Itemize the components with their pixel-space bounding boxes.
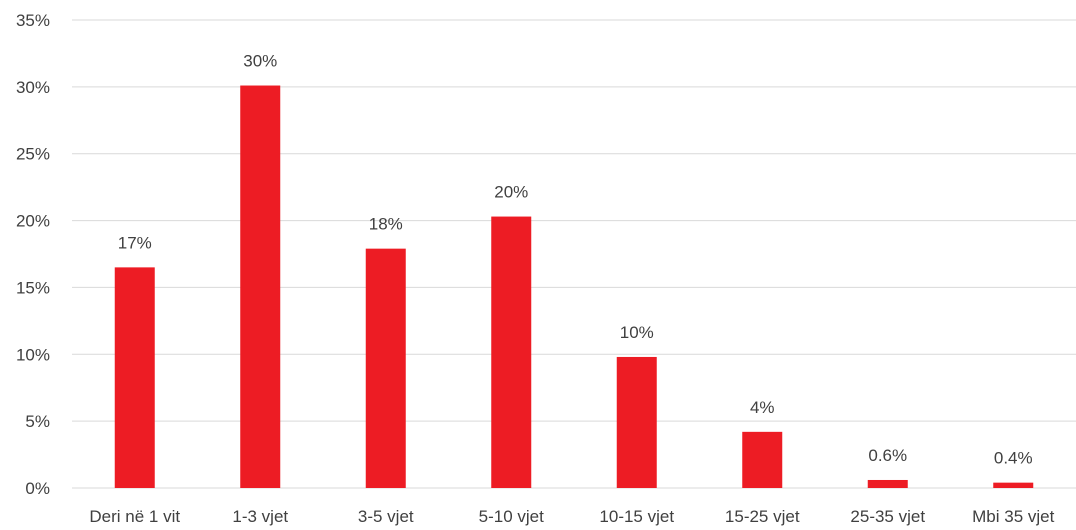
data-label: 20% [494, 183, 528, 202]
x-tick-label: 5-10 vjet [479, 507, 544, 526]
x-tick-label: 3-5 vjet [358, 507, 414, 526]
y-tick-label: 15% [16, 278, 50, 297]
y-tick-label: 0% [25, 479, 50, 498]
x-tick-label: 1-3 vjet [232, 507, 288, 526]
gridlines [72, 19, 1076, 489]
bar [240, 85, 281, 489]
x-tick-label: 15-25 vjet [725, 507, 800, 526]
y-tick-label: 30% [16, 78, 50, 97]
bar [742, 431, 783, 488]
data-label: 18% [369, 215, 403, 234]
data-labels: 17% 30% 18% 20% 10% 4% 0.6% 0.4% [118, 52, 1033, 468]
bar [993, 482, 1034, 488]
x-tick-label: Mbi 35 vjet [972, 507, 1054, 526]
data-label: 30% [243, 52, 277, 71]
y-tick-label: 25% [16, 145, 50, 164]
x-tick-label: 25-35 vjet [850, 507, 925, 526]
bar [365, 248, 406, 488]
y-tick-label: 10% [16, 345, 50, 364]
x-axis-ticks: Deri në 1 vit 1-3 vjet 3-5 vjet 5-10 vjet 10… [89, 507, 1054, 526]
data-label: 0.4% [994, 449, 1033, 468]
data-label: 17% [118, 233, 152, 252]
y-tick-label: 5% [25, 412, 50, 431]
data-label: 4% [750, 398, 775, 417]
bar [491, 216, 532, 488]
data-label: 0.6% [868, 446, 907, 465]
bar [114, 267, 155, 488]
y-tick-label: 20% [16, 212, 50, 231]
data-label: 10% [620, 323, 654, 342]
y-tick-label: 35% [16, 11, 50, 30]
y-axis-ticks: 0% 5% 10% 15% 20% 25% 30% 35% [16, 11, 50, 498]
x-tick-label: 10-15 vjet [599, 507, 674, 526]
bar [867, 479, 908, 488]
x-tick-label: Deri në 1 vit [89, 507, 180, 526]
bar [616, 356, 657, 488]
bars [114, 85, 1034, 489]
